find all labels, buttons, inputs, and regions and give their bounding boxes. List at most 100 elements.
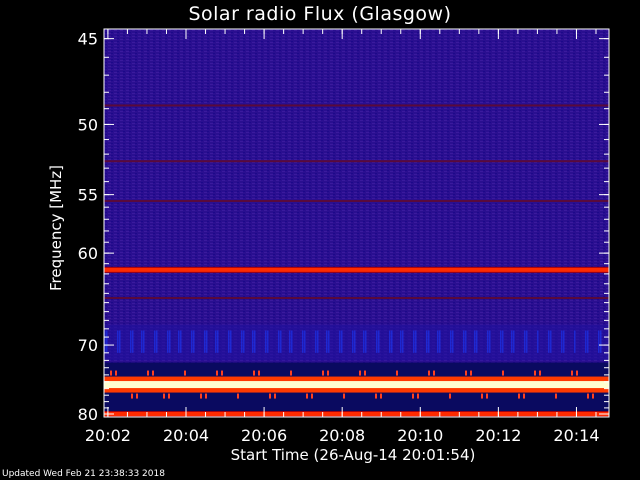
blue-streak	[598, 330, 600, 353]
emission-fleck	[364, 370, 366, 376]
emission-fleck	[290, 370, 292, 376]
blue-streak	[550, 330, 552, 353]
emission-fleck	[481, 393, 483, 399]
emission-fleck	[380, 393, 382, 399]
blue-streak	[302, 330, 304, 353]
blue-streak	[265, 330, 267, 353]
blue-streak	[241, 330, 243, 353]
emission-fleck	[216, 370, 218, 376]
emission-fleck	[274, 393, 276, 399]
blue-streak	[585, 330, 587, 353]
blue-streak	[450, 330, 452, 353]
emission-fleck	[534, 370, 536, 376]
blue-streak	[315, 330, 317, 353]
x-tick-label: 20:14	[553, 426, 599, 445]
blue-streak	[487, 330, 489, 353]
emission-fleck	[327, 370, 329, 376]
blue-streak	[167, 330, 169, 353]
blue-streak	[326, 330, 328, 353]
x-tick-label: 20:04	[163, 426, 209, 445]
blue-streak	[437, 330, 439, 353]
blue-streak	[130, 330, 132, 353]
plot-frame	[103, 28, 610, 418]
blue-streak	[561, 330, 563, 353]
blue-streak	[439, 330, 441, 353]
emission-fleck	[237, 393, 239, 399]
blue-streak	[402, 330, 404, 353]
blue-streak	[352, 330, 354, 353]
blue-streak	[104, 330, 106, 353]
emission-band	[104, 267, 609, 272]
blue-streak	[106, 330, 108, 353]
blue-streak	[463, 330, 465, 353]
blue-streak	[178, 330, 180, 353]
blue-region	[104, 324, 609, 361]
blue-streak	[119, 330, 121, 353]
blue-streak	[587, 330, 589, 353]
emission-fleck	[343, 393, 345, 399]
emission-fleck	[396, 370, 398, 376]
blue-streak	[474, 330, 476, 353]
blue-streak	[537, 330, 539, 353]
emission-fleck	[269, 393, 271, 399]
blue-streak	[378, 330, 380, 353]
blue-streak	[215, 330, 217, 353]
blue-streak	[291, 330, 293, 353]
blue-streak	[548, 330, 550, 353]
y-tick-label: 60	[78, 244, 98, 263]
emission-fleck	[131, 393, 133, 399]
blue-streak	[304, 330, 306, 353]
axis-ticks: 45 50 55 60 70 80 20:02 20:04 20:06 20:08 20:10 20:…	[78, 28, 610, 445]
blue-streak	[413, 330, 415, 353]
blue-streak	[563, 330, 565, 353]
chart-title: Solar radio Flux (Glasgow)	[188, 3, 452, 25]
blue-streak	[254, 330, 256, 353]
blue-streak	[400, 330, 402, 353]
emission-fleck	[470, 370, 472, 376]
emission-fleck	[152, 370, 154, 376]
blue-streak	[526, 330, 528, 353]
blue-streak	[154, 330, 156, 353]
emission-fleck	[523, 393, 525, 399]
blue-streak	[452, 330, 454, 353]
blue-streak	[169, 330, 171, 353]
emission-band	[104, 160, 609, 163]
y-tick-label: 70	[78, 336, 98, 355]
blue-streak	[511, 330, 513, 353]
blue-streak	[193, 330, 195, 353]
emission-fleck	[205, 393, 207, 399]
emission-fleck	[115, 370, 117, 376]
emission-fleck	[168, 393, 170, 399]
blue-streak	[524, 330, 526, 353]
emission-band	[104, 104, 609, 107]
blue-streak	[230, 330, 232, 353]
blue-streak	[289, 330, 291, 353]
blue-streak	[574, 330, 576, 353]
y-tick-label: 50	[78, 115, 98, 134]
emission-fleck	[163, 393, 165, 399]
emission-fleck	[258, 370, 260, 376]
emission-fleck	[200, 393, 202, 399]
blue-streak	[328, 330, 330, 353]
emission-fleck	[587, 393, 589, 399]
emission-fleck	[449, 393, 451, 399]
blue-streak	[500, 330, 502, 353]
x-tick-label: 20:02	[85, 426, 131, 445]
update-timestamp: Updated Wed Feb 21 23:38:33 2018	[2, 469, 165, 479]
blue-streak	[415, 330, 417, 353]
emission-fleck	[502, 370, 504, 376]
blue-streak	[143, 330, 145, 353]
x-tick-label: 20:10	[397, 426, 443, 445]
spectrogram-area	[104, 29, 609, 418]
blue-streak	[426, 330, 428, 353]
blue-streak	[365, 330, 367, 353]
emission-fleck	[417, 393, 419, 399]
y-tick-label: 45	[78, 30, 98, 49]
blue-streak	[117, 330, 119, 353]
emission-fleck	[110, 370, 112, 376]
blue-streak	[156, 330, 158, 353]
blue-streak	[141, 330, 143, 353]
emission-fleck	[253, 370, 255, 376]
emission-fleck	[136, 393, 138, 399]
